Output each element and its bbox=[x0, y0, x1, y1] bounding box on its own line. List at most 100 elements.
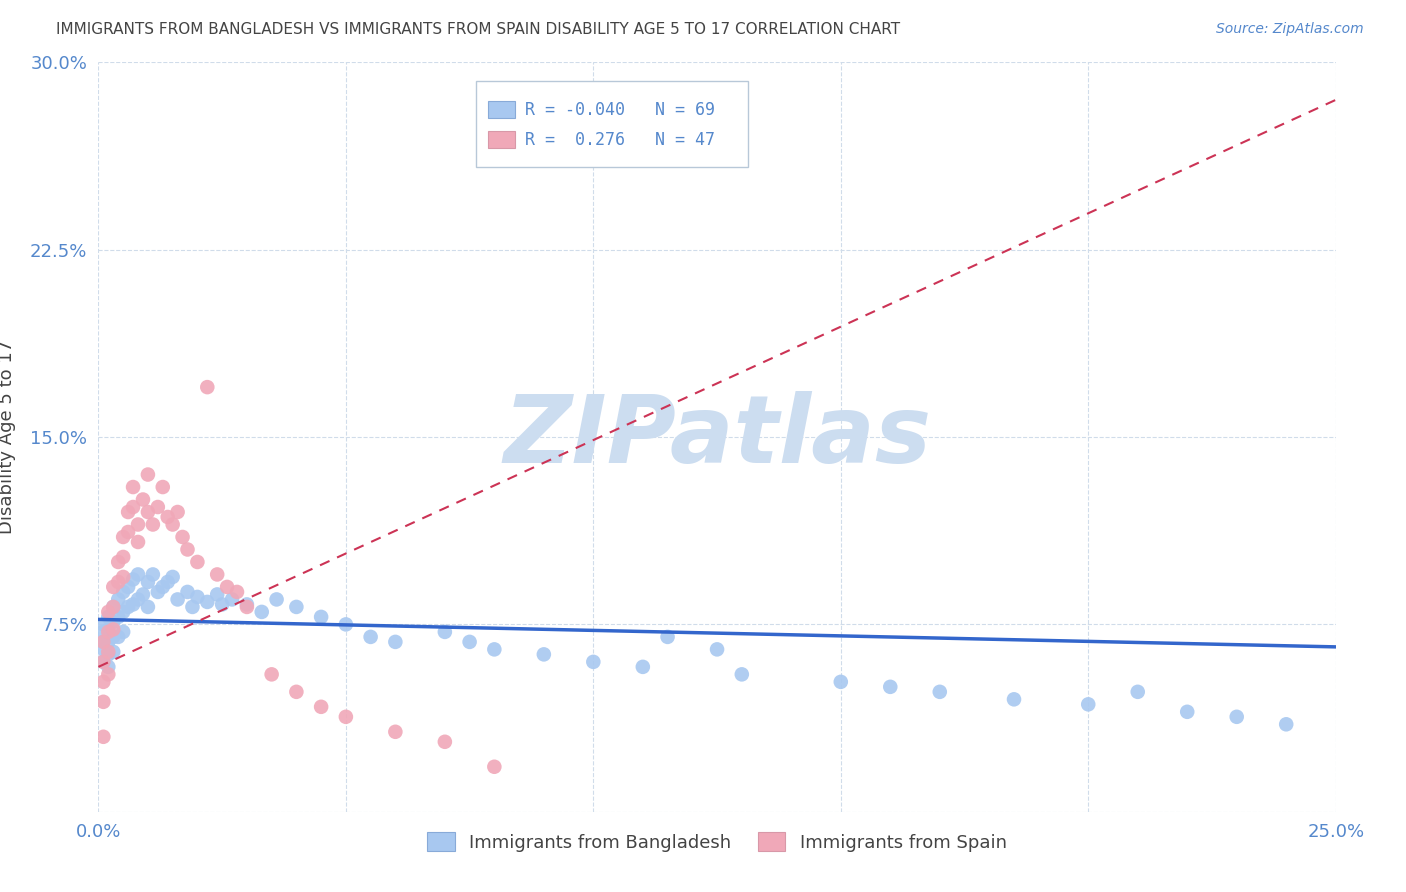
Text: ZIPatlas: ZIPatlas bbox=[503, 391, 931, 483]
Point bbox=[136, 467, 159, 482]
Point bbox=[122, 598, 145, 612]
Point bbox=[181, 599, 204, 614]
Point bbox=[681, 125, 703, 139]
Point bbox=[195, 595, 218, 609]
Point bbox=[107, 574, 129, 589]
Point bbox=[1077, 698, 1099, 712]
Point bbox=[309, 610, 332, 624]
Point bbox=[731, 667, 754, 681]
Point bbox=[112, 605, 135, 619]
Point bbox=[93, 730, 115, 744]
Point bbox=[260, 667, 283, 681]
Point bbox=[93, 642, 115, 657]
Point bbox=[176, 542, 198, 557]
Point bbox=[384, 635, 406, 649]
Point bbox=[107, 555, 129, 569]
FancyBboxPatch shape bbox=[488, 102, 516, 118]
Point bbox=[93, 635, 115, 649]
Point bbox=[152, 580, 174, 594]
FancyBboxPatch shape bbox=[475, 81, 748, 168]
Point bbox=[146, 500, 169, 514]
Point bbox=[484, 760, 506, 774]
Point bbox=[136, 505, 159, 519]
Point bbox=[211, 598, 233, 612]
Point bbox=[186, 590, 208, 604]
Point bbox=[1275, 717, 1298, 731]
Point bbox=[433, 624, 456, 639]
Point bbox=[309, 699, 332, 714]
Point bbox=[132, 587, 155, 601]
Point bbox=[136, 599, 159, 614]
Point bbox=[93, 674, 115, 689]
Point bbox=[122, 573, 145, 587]
Point bbox=[142, 567, 165, 582]
Legend: Immigrants from Bangladesh, Immigrants from Spain: Immigrants from Bangladesh, Immigrants f… bbox=[420, 825, 1014, 859]
Point bbox=[103, 599, 125, 614]
Point bbox=[582, 655, 605, 669]
Point bbox=[127, 535, 149, 549]
Point bbox=[142, 517, 165, 532]
Point bbox=[112, 530, 135, 544]
Point bbox=[176, 585, 198, 599]
Point bbox=[236, 598, 259, 612]
Point bbox=[122, 480, 145, 494]
Text: Source: ZipAtlas.com: Source: ZipAtlas.com bbox=[1216, 22, 1364, 37]
Point bbox=[117, 524, 139, 539]
Point bbox=[97, 605, 120, 619]
Point bbox=[250, 605, 273, 619]
Point bbox=[285, 685, 308, 699]
Point bbox=[156, 510, 179, 524]
Point bbox=[217, 580, 239, 594]
Point bbox=[103, 599, 125, 614]
Point bbox=[103, 623, 125, 637]
Point bbox=[117, 580, 139, 594]
Point bbox=[122, 500, 145, 514]
Point bbox=[93, 635, 115, 649]
Point bbox=[103, 645, 125, 659]
Point bbox=[127, 517, 149, 532]
Point bbox=[1002, 692, 1025, 706]
Text: R =  0.276   N = 47: R = 0.276 N = 47 bbox=[526, 130, 716, 149]
Point bbox=[93, 617, 115, 632]
Point bbox=[484, 642, 506, 657]
Point bbox=[1126, 685, 1149, 699]
Point bbox=[117, 599, 139, 614]
Point bbox=[533, 648, 555, 662]
Point bbox=[226, 585, 249, 599]
Point bbox=[266, 592, 288, 607]
Text: R = -0.040   N = 69: R = -0.040 N = 69 bbox=[526, 101, 716, 119]
Point bbox=[103, 580, 125, 594]
Point bbox=[335, 617, 357, 632]
Point bbox=[631, 660, 654, 674]
Point bbox=[136, 574, 159, 589]
Point bbox=[335, 710, 357, 724]
Point bbox=[97, 623, 120, 637]
Point bbox=[117, 505, 139, 519]
FancyBboxPatch shape bbox=[488, 131, 516, 148]
Point bbox=[107, 630, 129, 644]
Point bbox=[127, 592, 149, 607]
Point bbox=[97, 648, 120, 662]
Point bbox=[1226, 710, 1249, 724]
Point bbox=[162, 570, 184, 584]
Point bbox=[458, 635, 481, 649]
Point bbox=[360, 630, 382, 644]
Point bbox=[162, 517, 184, 532]
Point bbox=[195, 380, 218, 394]
Point bbox=[107, 592, 129, 607]
Text: IMMIGRANTS FROM BANGLADESH VS IMMIGRANTS FROM SPAIN DISABILITY AGE 5 TO 17 CORRE: IMMIGRANTS FROM BANGLADESH VS IMMIGRANTS… bbox=[56, 22, 900, 37]
Point bbox=[112, 570, 135, 584]
Point bbox=[879, 680, 901, 694]
Point bbox=[103, 630, 125, 644]
Point bbox=[97, 645, 120, 659]
Y-axis label: Disability Age 5 to 17: Disability Age 5 to 17 bbox=[0, 340, 15, 534]
Point bbox=[93, 655, 115, 669]
Point bbox=[285, 599, 308, 614]
Point bbox=[657, 630, 679, 644]
Point bbox=[103, 615, 125, 629]
Point bbox=[166, 505, 188, 519]
Point bbox=[97, 660, 120, 674]
Point bbox=[93, 624, 115, 639]
Point bbox=[1175, 705, 1198, 719]
Point bbox=[166, 592, 188, 607]
